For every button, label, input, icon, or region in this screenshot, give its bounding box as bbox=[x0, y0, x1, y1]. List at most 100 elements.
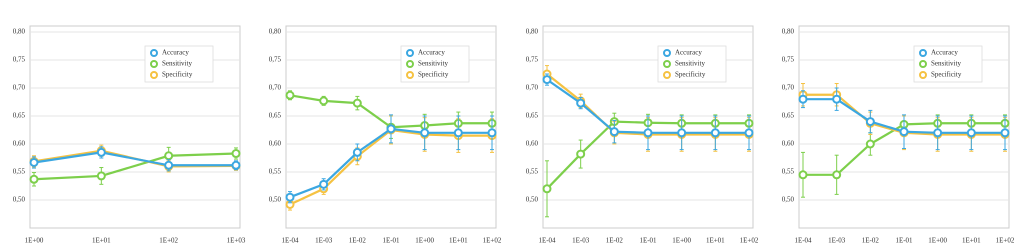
legend-marker bbox=[406, 60, 414, 68]
y-tick-label: 0,65 bbox=[782, 112, 795, 120]
legend-label: Specificity bbox=[675, 71, 706, 79]
legend-label: Sensitivity bbox=[418, 60, 448, 68]
y-tick-label: 0,55 bbox=[13, 168, 26, 176]
y-tick-label: 0,55 bbox=[269, 168, 282, 176]
legend-marker bbox=[150, 60, 158, 68]
point-marker bbox=[865, 117, 875, 127]
y-tick-label: 0,80 bbox=[526, 28, 539, 36]
point-marker bbox=[231, 160, 241, 170]
x-tick-label: 1E-04 bbox=[538, 237, 556, 245]
legend-marker bbox=[406, 49, 414, 57]
x-tick-label: 1E-01 bbox=[382, 237, 400, 245]
legend-label: Accuracy bbox=[931, 49, 958, 57]
chart: 0,50 0,55 0,60 0,65 0,70 0,75 0,80 1E-04 1E-03 1E… bbox=[782, 25, 1015, 245]
x-tick-label: 1E-02 bbox=[862, 237, 880, 245]
point-marker bbox=[231, 149, 241, 159]
y-tick-label: 0,65 bbox=[13, 112, 26, 120]
point-marker bbox=[319, 179, 329, 189]
y-tick-label: 0,65 bbox=[269, 112, 282, 120]
legend-marker bbox=[919, 60, 927, 68]
point-marker bbox=[966, 128, 976, 138]
y-tick-label: 0,60 bbox=[13, 140, 26, 148]
chart: 0,50 0,55 0,60 0,65 0,70 0,75 0,80 1E+00 1E+01 1E… bbox=[13, 25, 246, 245]
y-tick-label: 0,60 bbox=[782, 140, 795, 148]
point-marker bbox=[832, 94, 842, 104]
legend-label: Specificity bbox=[418, 71, 449, 79]
y-tick-label: 0,70 bbox=[782, 84, 795, 92]
x-tick-label: 1E+02 bbox=[996, 237, 1015, 245]
point-marker bbox=[386, 124, 396, 134]
y-tick-label: 0,70 bbox=[269, 84, 282, 92]
legend-label: Sensitivity bbox=[162, 60, 192, 68]
point-marker bbox=[164, 160, 174, 170]
point-marker bbox=[29, 157, 39, 167]
y-tick-label: 0,50 bbox=[13, 196, 26, 204]
point-marker bbox=[744, 128, 754, 138]
point-marker bbox=[542, 184, 552, 194]
point-marker bbox=[352, 98, 362, 108]
plot-frame bbox=[542, 25, 754, 229]
legend-marker bbox=[150, 49, 158, 57]
chart: 0,50 0,55 0,60 0,65 0,70 0,75 0,80 1E-04 1E-03 1E… bbox=[526, 25, 759, 245]
x-tick-label: 1E-03 bbox=[828, 237, 846, 245]
legend-marker bbox=[150, 71, 158, 79]
x-tick-label: 1E+03 bbox=[227, 237, 246, 245]
point-marker bbox=[933, 128, 943, 138]
point-marker bbox=[798, 94, 808, 104]
x-tick-label: 1E+02 bbox=[740, 237, 759, 245]
series-line bbox=[33, 151, 236, 167]
x-tick-label: 1E-02 bbox=[349, 237, 367, 245]
plot-frame bbox=[798, 25, 1010, 229]
point-marker bbox=[899, 127, 909, 137]
legend-marker bbox=[919, 71, 927, 79]
point-marker bbox=[643, 128, 653, 138]
point-marker bbox=[96, 171, 106, 181]
x-tick-label: 1E-01 bbox=[895, 237, 913, 245]
point-marker bbox=[285, 90, 295, 100]
x-tick-label: 1E-02 bbox=[606, 237, 624, 245]
y-tick-label: 0,50 bbox=[782, 196, 795, 204]
point-marker bbox=[29, 174, 39, 184]
x-tick-label: 1E+00 bbox=[25, 237, 44, 245]
point-marker bbox=[576, 149, 586, 159]
x-tick-label: 1E-01 bbox=[639, 237, 657, 245]
y-tick-label: 0,70 bbox=[13, 84, 26, 92]
y-tick-label: 0,75 bbox=[782, 56, 795, 64]
point-marker bbox=[832, 170, 842, 180]
x-tick-label: 1E+01 bbox=[92, 237, 111, 245]
plot-frame bbox=[285, 25, 497, 229]
point-marker bbox=[865, 139, 875, 149]
point-marker bbox=[96, 147, 106, 157]
x-tick-label: 1E+01 bbox=[962, 237, 981, 245]
point-marker bbox=[609, 127, 619, 137]
legend-marker bbox=[663, 71, 671, 79]
x-tick-label: 1E+00 bbox=[928, 237, 947, 245]
x-tick-label: 1E+00 bbox=[415, 237, 434, 245]
legend-marker bbox=[406, 71, 414, 79]
legend-label: Accuracy bbox=[418, 49, 445, 57]
point-marker bbox=[677, 128, 687, 138]
legend-label: Sensitivity bbox=[931, 60, 961, 68]
y-tick-label: 0,65 bbox=[526, 112, 539, 120]
y-tick-label: 0,75 bbox=[13, 56, 26, 64]
point-marker bbox=[453, 128, 463, 138]
legend-marker bbox=[919, 49, 927, 57]
y-tick-label: 0,50 bbox=[269, 196, 282, 204]
x-tick-label: 1E+01 bbox=[449, 237, 468, 245]
y-tick-label: 0,60 bbox=[269, 140, 282, 148]
y-tick-label: 0,70 bbox=[526, 84, 539, 92]
point-marker bbox=[542, 75, 552, 85]
y-tick-label: 0,60 bbox=[526, 140, 539, 148]
y-tick-label: 0,80 bbox=[269, 28, 282, 36]
legend-marker bbox=[663, 60, 671, 68]
point-marker bbox=[798, 170, 808, 180]
legend-label: Sensitivity bbox=[675, 60, 705, 68]
x-tick-label: 1E-03 bbox=[572, 237, 590, 245]
series-line bbox=[33, 152, 237, 181]
legend-label: Specificity bbox=[162, 71, 193, 79]
x-tick-label: 1E+00 bbox=[672, 237, 691, 245]
x-tick-label: 1E-04 bbox=[281, 237, 299, 245]
y-tick-label: 0,55 bbox=[782, 168, 795, 176]
x-tick-label: 1E-03 bbox=[315, 237, 333, 245]
